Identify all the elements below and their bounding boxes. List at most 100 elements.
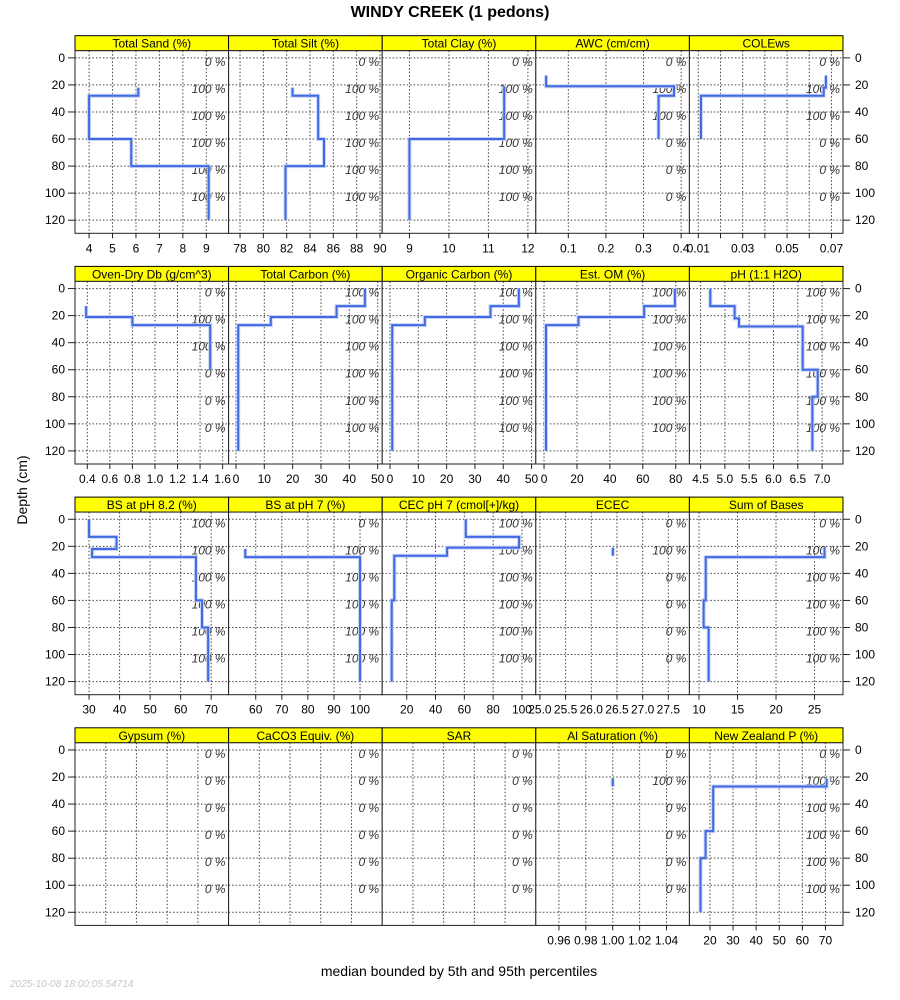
median-line: [237, 288, 366, 451]
x-tick-label: 5.5: [741, 472, 758, 486]
data-coverage-label: 100 %: [499, 421, 533, 435]
panel-5: Oven-Dry Db (g/cm^3)0 %100 %100 %0 %0 %0…: [45, 265, 231, 486]
x-tick-label: 0.4: [79, 472, 96, 486]
data-coverage-label: 100 %: [499, 340, 533, 354]
x-tick-label: 1.02: [628, 933, 652, 947]
data-coverage-label: 100 %: [192, 543, 226, 557]
data-coverage-label: 0 %: [666, 801, 687, 815]
y-tick-label: 100: [855, 648, 875, 662]
median-line: [408, 86, 506, 221]
y-tick-label: 0: [58, 743, 65, 757]
x-tick-label: 25: [808, 703, 822, 717]
panel-border: [688, 50, 844, 234]
data-coverage-label: 0 %: [819, 55, 840, 69]
data-coverage-label: 0 %: [512, 747, 533, 761]
data-coverage-label: 100 %: [345, 340, 379, 354]
x-tick-label: 80: [301, 703, 315, 717]
y-tick-label: 80: [855, 159, 869, 173]
y-tick-label: 100: [45, 878, 65, 892]
y-tick-label: 60: [52, 824, 66, 838]
x-tick-label: 7: [156, 241, 163, 255]
x-tick-label: 26.5: [605, 703, 629, 717]
y-tick-label: 120: [45, 444, 65, 458]
panel-15: Gypsum (%) 0 % 0 % 0 % 0 % 0 % 0 % 0 20 40 60 80 100…: [45, 727, 230, 926]
data-coverage-label: 100 %: [652, 367, 686, 381]
panel-6: Total Carbon (%) 100 % 100 % 100 % 100 % 100 …: [228, 265, 385, 486]
panel-border: [688, 742, 844, 926]
data-coverage-label: 100 %: [499, 570, 533, 584]
data-coverage-label: 100 %: [499, 163, 533, 177]
data-coverage-label: 100 %: [652, 421, 686, 435]
x-tick-label: 0.4: [673, 241, 690, 255]
panel-background: [689, 742, 843, 926]
timestamp: 2025-10-08 18:00:05.54714: [10, 979, 134, 990]
data-coverage-label: 100 %: [192, 109, 226, 123]
y-tick-label: 40: [52, 797, 66, 811]
data-coverage-label: 100 %: [806, 652, 840, 666]
panel-title: AWC (cm/cm): [575, 37, 649, 51]
panel-background: [75, 50, 229, 234]
panel-title: Sum of Bases: [729, 498, 804, 512]
panel-16: CaCO3 Equiv. (%) 0 % 0 % 0 % 0 % 0 % 0 %: [228, 727, 383, 926]
panel-background: [535, 512, 690, 695]
panel-title: BS at pH 7 (%): [265, 498, 345, 512]
data-coverage-label: 0 %: [512, 774, 533, 788]
x-tick-label: 15: [731, 703, 745, 717]
y-tick-label: 80: [855, 851, 869, 865]
data-coverage-label: 0 %: [819, 163, 840, 177]
y-tick-label: 20: [52, 770, 66, 784]
y-tick-label: 80: [52, 390, 66, 404]
panel-title: Total Carbon (%): [260, 267, 350, 281]
x-tick-label: 6: [133, 241, 140, 255]
data-coverage-label: 0 %: [666, 652, 687, 666]
data-coverage-label: 100 %: [499, 313, 533, 327]
panel-3: AWC (cm/cm)0 %100 %100 %0 %0 %0 %0.1 0.2 0…: [535, 35, 690, 255]
x-tick-label: 6.5: [789, 472, 806, 486]
data-coverage-label: 100 %: [806, 855, 840, 869]
data-coverage-label: 0 %: [666, 136, 687, 150]
x-tick-label: 84: [303, 241, 317, 255]
data-coverage-label: 0 %: [205, 55, 226, 69]
data-coverage-label: 0 %: [359, 516, 380, 530]
data-coverage-label: 100 %: [345, 136, 379, 150]
panel-background: [689, 50, 843, 234]
x-tick-label: 1.00: [601, 933, 625, 947]
panel-background: [689, 512, 843, 695]
x-tick-label: 4: [86, 241, 93, 255]
x-tick-label: 20: [570, 472, 584, 486]
x-tick-label: 0.1: [560, 241, 577, 255]
panel-title: Oven-Dry Db (g/cm^3): [92, 267, 212, 281]
x-tick-label: 1.04: [655, 933, 679, 947]
data-coverage-label: 100 %: [345, 570, 379, 584]
y-tick-label: 40: [52, 566, 66, 580]
data-coverage-label: 0 %: [666, 747, 687, 761]
panel-background: [228, 742, 383, 926]
x-tick-label: 0.6: [102, 472, 119, 486]
data-coverage-label: 100 %: [345, 109, 379, 123]
data-coverage-label: 100 %: [345, 190, 379, 204]
data-coverage-label: 0 %: [205, 774, 226, 788]
y-tick-label: 60: [855, 132, 869, 146]
x-tick-label: 11: [482, 241, 495, 255]
data-coverage-label: 100 %: [652, 286, 686, 300]
median-line: [699, 778, 828, 913]
y-tick-label: 0: [58, 282, 65, 296]
y-tick-label: 120: [45, 213, 65, 227]
data-coverage-label: 100 %: [499, 624, 533, 638]
panel-1: Total Silt (%) 0 % 100 % 100 % 100 % 100 % 100…: [228, 35, 387, 255]
y-tick-label: 80: [52, 620, 66, 634]
data-coverage-label: 0 %: [512, 828, 533, 842]
panel-background: [535, 281, 690, 464]
y-tick-label: 120: [855, 213, 875, 227]
data-coverage-label: 0 %: [359, 55, 380, 69]
data-coverage-label: 0 %: [819, 516, 840, 530]
x-tick-label: 4.5: [692, 472, 709, 486]
panel-title: CEC pH 7 (cmol[+]/kg): [399, 498, 519, 512]
x-tick-label: 40: [343, 472, 357, 486]
data-coverage-label: 0 %: [512, 801, 533, 815]
x-tick-label: 6.0: [765, 472, 782, 486]
x-tick-label: 40: [603, 472, 617, 486]
x-tick-label: 86: [327, 241, 341, 255]
x-tick-label: 50: [773, 933, 787, 947]
